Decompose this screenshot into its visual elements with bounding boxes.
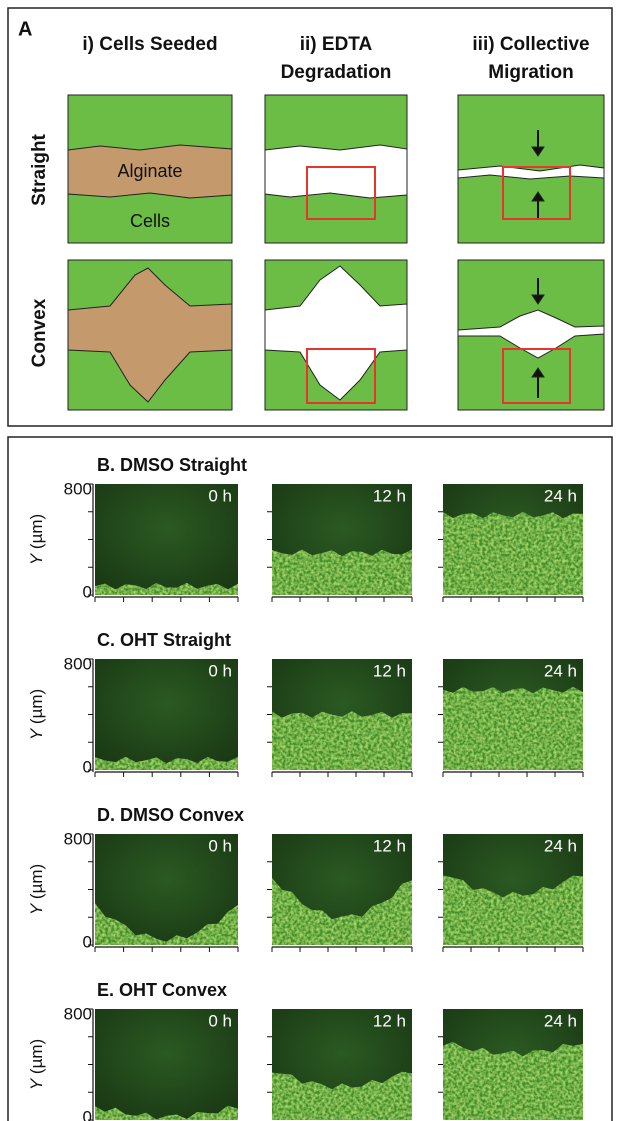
- y-bottom: 0: [83, 582, 92, 601]
- y-axis-label: Y (µm): [27, 864, 46, 915]
- time-label: 24 h: [544, 836, 577, 855]
- y-axis-label: Y (µm): [27, 689, 46, 740]
- y-top: 800: [64, 1004, 92, 1023]
- time-label: 12 h: [373, 661, 406, 680]
- figure: A i) Cells Seeded ii) EDTA Degradation i…: [0, 0, 619, 1121]
- y-unit: (µm): [27, 514, 46, 549]
- panel-label: A: [18, 18, 32, 40]
- y-unit: (µm): [27, 1039, 46, 1074]
- time-label: 12 h: [373, 1011, 406, 1030]
- y-bottom: 0: [83, 1107, 92, 1121]
- time-label: 12 h: [373, 486, 406, 505]
- y-top: 800: [64, 479, 92, 498]
- time-label: 24 h: [544, 486, 577, 505]
- cell-region: [443, 1042, 583, 1120]
- alginate-label: Alginate: [117, 161, 182, 181]
- cell-region: [443, 687, 583, 770]
- time-label: 0 h: [208, 661, 232, 680]
- column-header: ii) EDTA: [300, 34, 373, 55]
- time-label: 24 h: [544, 1011, 577, 1030]
- column-header: Migration: [488, 62, 574, 83]
- row-title: D. DMSO Convex: [97, 805, 244, 825]
- page: A i) Cells Seeded ii) EDTA Degradation i…: [0, 0, 619, 1121]
- y-bottom: 0: [83, 932, 92, 951]
- schematic: [68, 95, 604, 410]
- y-axis-label: Y (µm): [27, 1039, 46, 1090]
- row-label: Convex: [29, 298, 50, 367]
- y-axis-label: Y (µm): [27, 514, 46, 565]
- column-header: Degradation: [281, 62, 392, 83]
- row-title: C. OHT Straight: [97, 630, 231, 650]
- cell-region: [272, 711, 412, 770]
- time-label: 0 h: [208, 486, 232, 505]
- y-top: 800: [64, 829, 92, 848]
- row-title: E. OHT Convex: [97, 980, 227, 1000]
- y-bottom: 0: [83, 757, 92, 776]
- column-header: i) Cells Seeded: [82, 34, 217, 55]
- time-label: 0 h: [208, 836, 232, 855]
- y-unit: (µm): [27, 689, 46, 724]
- y-top: 800: [64, 654, 92, 673]
- cells-label: Cells: [130, 211, 170, 231]
- time-label: 12 h: [373, 836, 406, 855]
- row-label: Straight: [29, 133, 50, 205]
- y-unit: (µm): [27, 864, 46, 899]
- column-header: iii) Collective: [472, 34, 589, 55]
- row-title: B. DMSO Straight: [97, 455, 247, 475]
- cell-region: [272, 550, 412, 596]
- cell-region: [443, 512, 583, 595]
- image-rows: B. DMSO Straight 800 0 Y (µm) 0 h 12 h 24 h C. …: [27, 455, 583, 1121]
- time-label: 0 h: [208, 1011, 232, 1030]
- time-label: 24 h: [544, 661, 577, 680]
